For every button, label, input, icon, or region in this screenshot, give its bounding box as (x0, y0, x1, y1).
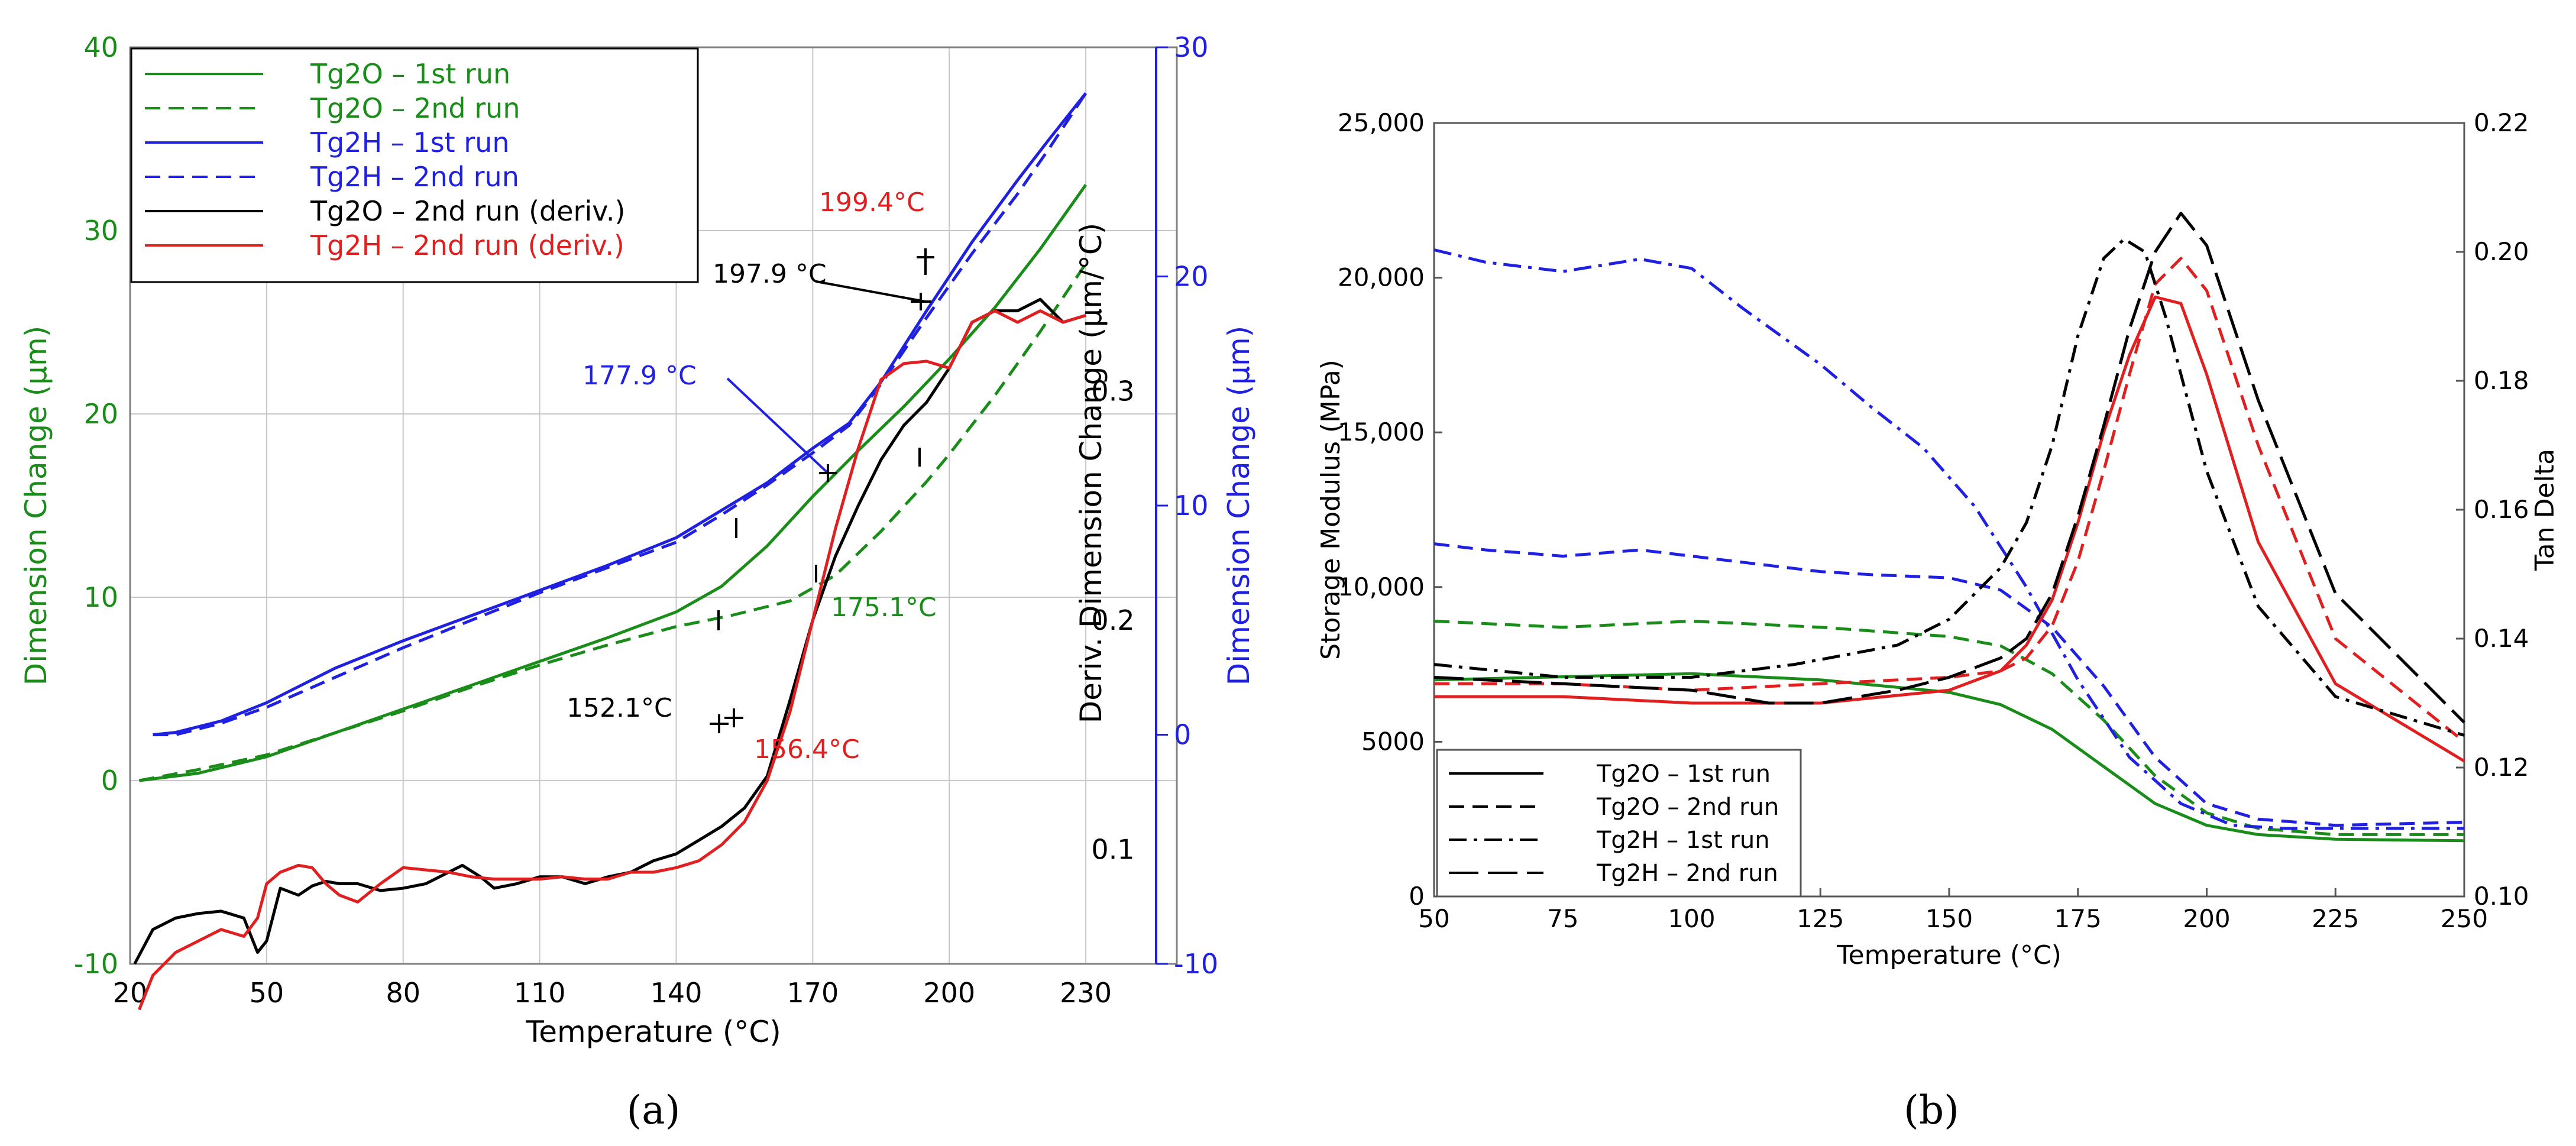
b-ylabel-right: Tan Delta (2530, 449, 2560, 571)
a-annotation-197: 197.9 °C (713, 259, 827, 289)
a-annotation-177: 177.9 °C (582, 361, 697, 391)
b-ytick-left-label: 20,000 (1338, 263, 1425, 292)
b-legend-label: Tg2O – 2nd run (1596, 794, 1779, 821)
b-xtick-label: 225 (2312, 904, 2359, 933)
a-xtick-label: 110 (514, 977, 566, 1009)
b-ytick-left-label: 5000 (1361, 727, 1425, 756)
a-legend-label: Tg2O – 2nd run (deriv.) (310, 195, 625, 227)
b-series-6 (1433, 237, 2465, 737)
b-ytick-right-label: 0.14 (2474, 624, 2529, 653)
panel-a: 20 50 80 110 140 170 200 230 -10 0 10 20 30 40 0.1 0.2 0… (19, 31, 1256, 1133)
b-xtick-label: 175 (2054, 904, 2102, 933)
b-ytick-right-label: 0.10 (2474, 882, 2529, 911)
a-ytick-inner-label: 0.2 (1091, 604, 1134, 636)
a-xtick-label: 140 (651, 977, 703, 1009)
b-xtick-label: 50 (1418, 904, 1449, 933)
a-annotation-marks (710, 248, 934, 733)
a-ytick-right-label: 0 (1174, 719, 1191, 751)
a-ytick-left-label: 30 (83, 215, 118, 247)
a-legend-label: Tg2H – 2nd run (310, 161, 519, 193)
b-ytick-right-label: 0.22 (2474, 108, 2529, 137)
a-legend-label: Tg2H – 2nd run (deriv.) (310, 229, 624, 261)
a-annotation-199: 199.4°C (819, 187, 925, 218)
a-legend-label: Tg2O – 1st run (310, 58, 510, 90)
b-ytick-left-label: 0 (1409, 882, 1425, 911)
b-series-0 (1433, 672, 2465, 843)
a-series (133, 92, 1088, 1011)
b-series-3 (1433, 248, 2464, 830)
a-ticks: 20 50 80 110 140 170 200 230 -10 0 10 20 30 40 0.1 0.2 0… (74, 31, 1218, 1009)
b-ytick-right-label: 0.20 (2474, 237, 2529, 266)
b-xtick-label: 150 (1925, 904, 1973, 933)
a-plot-frame (129, 46, 1178, 965)
b-xtick-label: 250 (2441, 904, 2488, 933)
b-series-4 (1434, 295, 2465, 763)
a-ytick-left-label: -10 (74, 948, 118, 980)
a-ytick-right-label: 30 (1174, 31, 1209, 63)
a-ytick-left-label: 20 (83, 398, 118, 430)
b-xtick-label: 125 (1797, 904, 1844, 933)
a-annotation-156: 156.4°C (754, 734, 860, 765)
b-legend-label: Tg2O – 1st run (1596, 760, 1771, 788)
a-ylabel-right: Dimension Change (µm) (1222, 326, 1256, 686)
b-xlabel: Temperature (°C) (1836, 940, 2062, 970)
b-ytick-left-label: 10,000 (1338, 572, 1425, 601)
a-ytick-right-label: 10 (1174, 490, 1209, 522)
b-xtick-label: 200 (2183, 904, 2230, 933)
b-legend: Tg2O – 1st run Tg2O – 2nd run Tg2H – 1st r… (1436, 749, 1802, 898)
a-xtick-label: 170 (787, 977, 839, 1009)
a-ylabel-inner: Deriv. Dimension Change (µm/°C) (1074, 223, 1108, 723)
a-annotation-152: 152.1°C (567, 693, 672, 723)
a-series-5 (138, 309, 1086, 1011)
a-ytick-right-label: 20 (1174, 261, 1209, 293)
a-ytick-inner-label: 0.1 (1091, 833, 1134, 865)
a-ytick-right-label: -10 (1174, 948, 1218, 980)
b-ytick-right-label: 0.12 (2474, 753, 2529, 782)
b-panel-label: (b) (1904, 1087, 1959, 1133)
b-series (1433, 212, 2465, 843)
a-legend-label: Tg2H – 1st run (310, 127, 510, 158)
panel-b: 50 75 100 125 150 175 200 225 250 0 5000 10,000 15,0… (1316, 108, 2560, 1133)
a-annotation-175: 175.1°C (831, 593, 937, 623)
a-xtick-label: 200 (923, 977, 975, 1009)
b-legend-label: Tg2H – 2nd run (1596, 860, 1778, 887)
b-ytick-right-label: 0.16 (2474, 495, 2529, 524)
a-xtick-label: 80 (386, 977, 420, 1009)
b-ytick-right-label: 0.18 (2474, 366, 2529, 395)
a-leader-197 (815, 280, 926, 303)
b-series-2 (1433, 542, 2465, 827)
a-ytick-left-label: 0 (101, 765, 118, 797)
b-series-5 (1434, 257, 2465, 743)
b-legend-label: Tg2H – 1st run (1596, 827, 1770, 854)
a-ytick-left-label: 40 (83, 31, 118, 63)
a-xtick-label: 230 (1060, 977, 1112, 1009)
b-series-7 (1433, 212, 2465, 724)
a-xtick-label: 50 (250, 977, 284, 1009)
a-legend-frame (130, 47, 699, 283)
a-ytick-inner-label: 0.3 (1091, 375, 1134, 407)
a-series-3 (153, 92, 1088, 736)
a-series-2 (153, 92, 1088, 736)
b-xtick-label: 75 (1547, 904, 1578, 933)
a-ylabel-left: Dimension Change (µm) (19, 326, 53, 686)
a-panel-label: (a) (627, 1087, 681, 1133)
b-ylabel-left: Storage Modulus (MPa) (1316, 360, 1346, 660)
b-xtick-label: 100 (1668, 904, 1715, 933)
b-series-1 (1433, 619, 2464, 836)
a-series-1 (138, 263, 1088, 782)
a-leader-177 (726, 377, 829, 474)
b-ytick-left-label: 15,000 (1338, 417, 1425, 446)
a-legend-label: Tg2O – 2nd run (310, 92, 520, 124)
a-xlabel: Temperature (°C) (525, 1015, 781, 1049)
b-ytick-left-label: 25,000 (1338, 108, 1425, 137)
a-ytick-left-label: 10 (83, 581, 118, 613)
b-legend-items: Tg2O – 1st run Tg2O – 2nd run Tg2H – 1st r… (1449, 760, 1779, 887)
